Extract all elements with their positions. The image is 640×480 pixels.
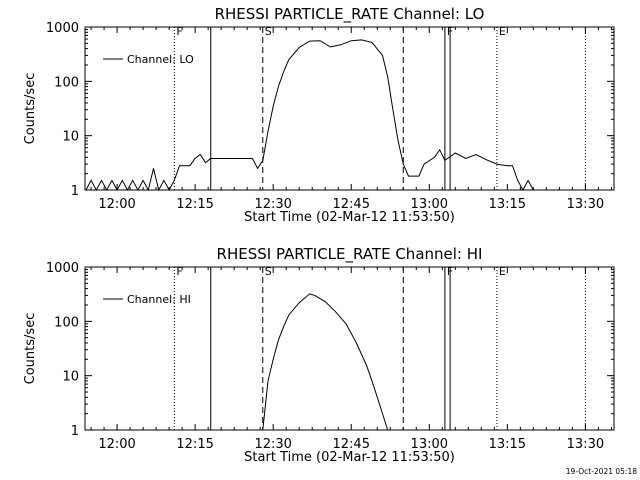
y-tick-label: 1 xyxy=(71,184,79,199)
x-tick-label: 12:15 xyxy=(176,437,213,452)
y-tick-label: 10 xyxy=(62,370,79,385)
x-axis-label: Start Time (02-Mar-12 11:53:50) xyxy=(244,210,455,225)
y-axis-label: Counts/sec xyxy=(23,313,38,385)
x-tick-label: 12:45 xyxy=(333,197,370,212)
x-tick-label: 12:00 xyxy=(98,197,135,212)
event-marker-label: F xyxy=(176,265,182,278)
y-tick-label: 1 xyxy=(71,424,79,439)
plot-frame xyxy=(84,26,615,191)
x-tick-label: 12:30 xyxy=(254,197,291,212)
series-line xyxy=(85,39,534,192)
x-tick-label: 13:00 xyxy=(411,437,448,452)
chart-panel-2: RHESSI PARTICLE_RATE Channel: HI 12:00 12:… xyxy=(23,245,615,465)
x-tick-label: 13:30 xyxy=(567,197,604,212)
y-tick-label: 100 xyxy=(54,75,79,90)
chart-title: RHESSI PARTICLE_RATE Channel: LO xyxy=(215,5,485,24)
footer-timestamp: 19-Oct-2021 05:18 xyxy=(566,467,637,476)
x-tick-label: 12:00 xyxy=(98,437,135,452)
chart-panel-1: RHESSI PARTICLE_RATE Channel: LO 12:00 12:… xyxy=(23,5,615,225)
event-marker-label: E xyxy=(499,25,506,38)
y-tick-label: 1000 xyxy=(46,21,79,36)
y-tick-label: 10 xyxy=(62,130,79,145)
x-tick-label: 12:30 xyxy=(254,437,291,452)
plot-frame xyxy=(84,266,615,431)
x-tick-label: 13:00 xyxy=(411,197,448,212)
chart-title: RHESSI PARTICLE_RATE Channel: HI xyxy=(217,245,483,264)
series-line xyxy=(262,293,389,431)
x-tick-label: 12:45 xyxy=(333,437,370,452)
x-tick-label: 13:15 xyxy=(489,437,526,452)
event-marker-label: F xyxy=(176,25,182,38)
legend-label: Channel: LO xyxy=(127,53,194,66)
y-tick-label: 100 xyxy=(54,315,79,330)
event-marker-label: S xyxy=(265,265,272,278)
x-axis-label: Start Time (02-Mar-12 11:53:50) xyxy=(244,450,455,465)
event-marker-label: S xyxy=(265,25,272,38)
x-tick-label: 13:30 xyxy=(567,437,604,452)
y-axis-label: Counts/sec xyxy=(23,73,38,145)
x-tick-label: 13:15 xyxy=(489,197,526,212)
event-marker-label: E xyxy=(499,265,506,278)
x-tick-label: 12:15 xyxy=(176,197,213,212)
y-tick-label: 1000 xyxy=(46,261,79,276)
legend-label: Channel: HI xyxy=(127,293,191,306)
